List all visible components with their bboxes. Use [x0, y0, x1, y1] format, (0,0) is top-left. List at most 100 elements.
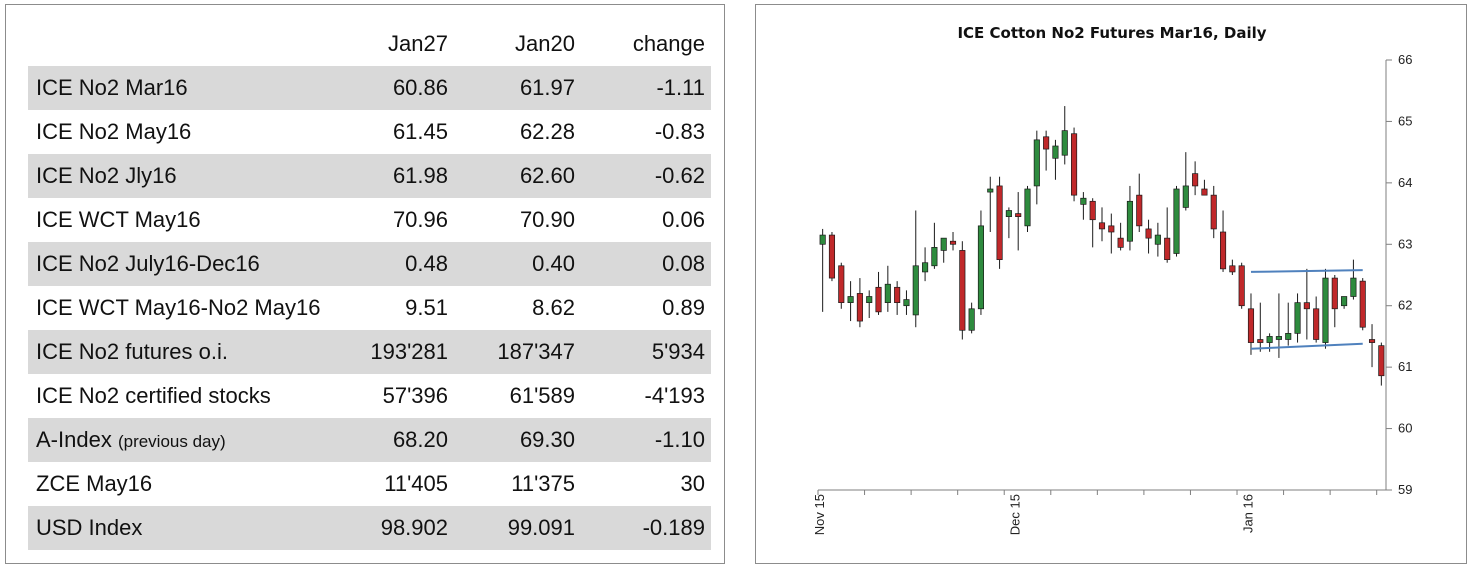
candle [1257, 302, 1264, 352]
y-tick-label: 61 [1398, 359, 1412, 374]
row-label-text: ZCE May16 [36, 471, 153, 496]
candle [875, 271, 882, 315]
candle [1145, 219, 1152, 254]
candle-body [1322, 277, 1329, 343]
candle [828, 232, 836, 282]
candle-body [959, 250, 966, 331]
candle [1359, 278, 1366, 331]
cell-change: -1.11 [581, 66, 711, 110]
cell-jan20: 187'347 [454, 330, 581, 374]
candle-body [1285, 333, 1292, 340]
row-label-text: ICE WCT May16-No2 May16 [36, 295, 321, 320]
candle [931, 222, 938, 269]
candle [1368, 324, 1376, 368]
candle-body [1117, 237, 1124, 248]
candle-body [838, 265, 845, 303]
row-label-text: ICE No2 Mar16 [36, 75, 188, 100]
candle-body [1015, 213, 1022, 217]
row-label: ICE No2 July16-Dec16 [28, 242, 342, 286]
candle [1210, 185, 1217, 239]
candle-body [1266, 336, 1273, 343]
cell-jan27: 68.20 [342, 418, 454, 462]
candle [838, 262, 845, 309]
quotes-panel: Jan27 Jan20 change ICE No2 Mar16 60.86 61.… [5, 4, 725, 564]
candle-body [1219, 231, 1227, 270]
table-row: ICE No2 futures o.i. 193'281 187'347 5'934 [28, 330, 711, 374]
cell-jan20: 99.091 [454, 506, 581, 550]
header-jan27: Jan27 [388, 31, 448, 56]
header-label [28, 22, 342, 66]
candle [1015, 192, 1022, 251]
trendline [1250, 269, 1363, 273]
cell-change: 0.08 [581, 242, 711, 286]
candle-body [819, 234, 826, 245]
quotes-table: Jan27 Jan20 change ICE No2 Mar16 60.86 61.… [28, 22, 711, 550]
candle-body [1275, 336, 1282, 340]
candle-body [1098, 222, 1106, 230]
candle-body [1173, 188, 1180, 254]
candle [1005, 207, 1012, 239]
cell-change: -0.62 [581, 154, 711, 198]
x-tick-label: Dec 15 [1008, 494, 1023, 535]
row-label: ICE WCT May16-No2 May16 [28, 286, 342, 330]
candle [1164, 207, 1171, 263]
candle [959, 241, 966, 340]
cell-jan27: 98.902 [342, 506, 454, 550]
candle [1071, 127, 1078, 202]
candle-body [1182, 185, 1189, 208]
candle-body [1164, 237, 1171, 260]
y-tick-label: 64 [1398, 175, 1412, 190]
candle [1117, 222, 1124, 251]
candle [977, 210, 985, 315]
candle-body [1257, 339, 1264, 343]
cell-jan20: 0.40 [454, 242, 581, 286]
candle-body [1043, 136, 1050, 150]
cell-jan20: 8.62 [532, 295, 575, 320]
candle [1313, 296, 1320, 343]
cell-change: 30 [680, 471, 705, 496]
candle [987, 176, 994, 232]
candle [949, 232, 957, 251]
candle-body [1359, 280, 1366, 328]
candle-body [1108, 225, 1115, 233]
row-label-text: ICE No2 July16-Dec16 [36, 251, 260, 276]
table-row: ICE No2 certified stocks 57'396 61'589 -4'1… [28, 374, 711, 418]
candle [894, 281, 901, 315]
candle [1192, 161, 1199, 196]
candle-body [1303, 302, 1310, 310]
candle [1080, 192, 1087, 220]
cell-jan20: 70.90 [519, 207, 575, 232]
candle-body [1089, 200, 1096, 221]
candle [1219, 210, 1227, 272]
candle-body [1080, 197, 1087, 205]
row-label-text: ICE No2 May16 [36, 119, 192, 144]
cell-jan27: 61.45 [392, 119, 448, 144]
candle-body [949, 240, 957, 245]
table-row: ICE No2 Jly16 61.98 62.60 -0.62 [28, 154, 711, 198]
y-tick-label: 62 [1398, 298, 1412, 313]
candle-body [1061, 130, 1068, 156]
cell-jan27: 0.48 [342, 242, 454, 286]
candle [1033, 130, 1040, 205]
candle-body [1294, 302, 1301, 334]
candle [1061, 106, 1068, 165]
row-label: ICE WCT May16 [28, 198, 342, 242]
candle [1229, 259, 1236, 275]
row-label-note: (previous day) [117, 432, 226, 451]
candle [940, 237, 947, 263]
row-label: ZCE May16 [28, 462, 342, 506]
candle [819, 228, 826, 312]
candle [1322, 268, 1329, 349]
table-row: ICE WCT May16-No2 May16 9.51 8.62 0.89 [28, 286, 711, 330]
chart-title: ICE Cotton No2 Futures Mar16, Daily [957, 24, 1266, 42]
cell-change: 0.89 [662, 295, 705, 320]
cell-jan20: 62.28 [519, 119, 575, 144]
y-tick-label: 60 [1398, 421, 1412, 436]
candle [1303, 268, 1310, 340]
candle [1350, 259, 1357, 300]
candle [847, 281, 854, 322]
candle-body [894, 286, 901, 303]
candle-body [866, 296, 873, 303]
candle-body [1378, 345, 1385, 377]
candle-body [1154, 234, 1161, 245]
